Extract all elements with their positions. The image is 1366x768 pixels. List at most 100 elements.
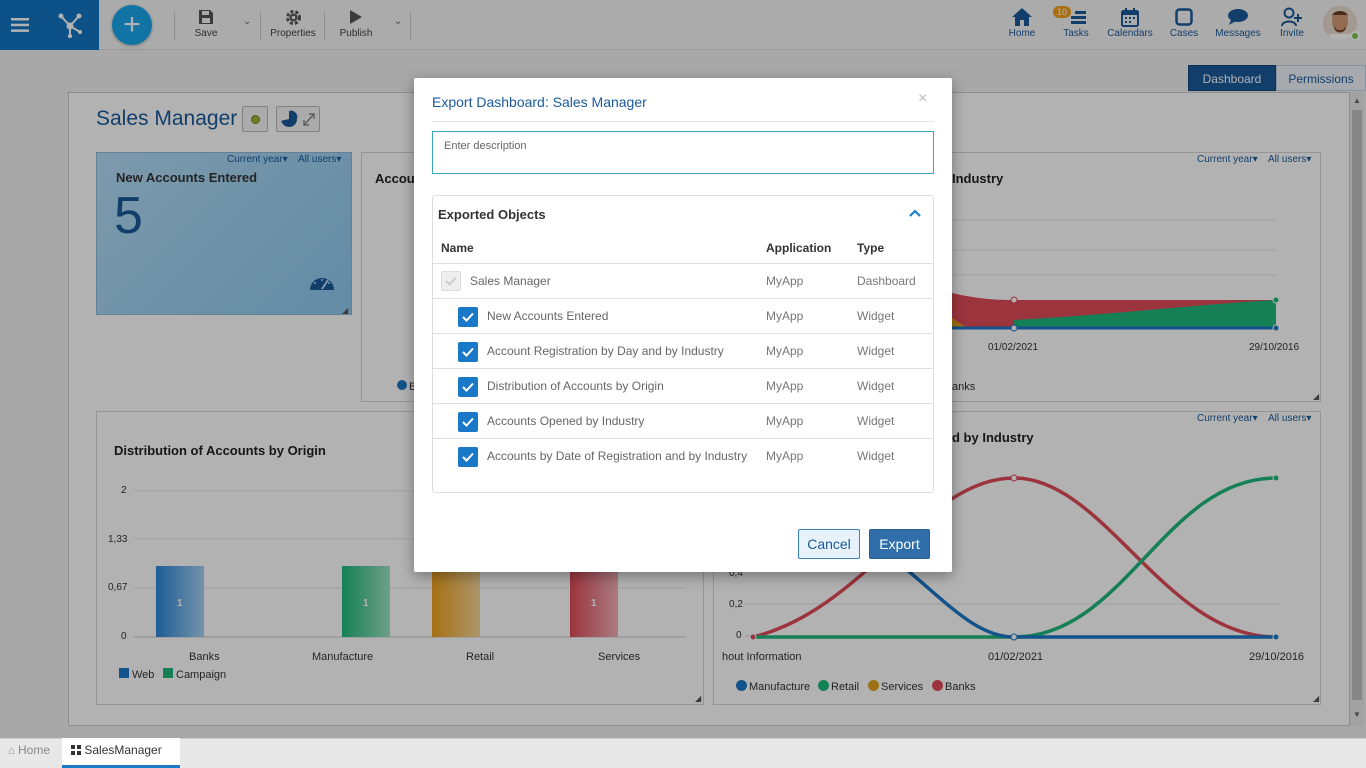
- pie-chart-expand-icon: [281, 110, 315, 127]
- nav-tasks-label: Tasks: [1063, 28, 1089, 39]
- save-button[interactable]: Save: [188, 6, 224, 39]
- line-chart: [745, 474, 1280, 641]
- save-icon: [188, 6, 224, 28]
- toolbar-divider: [324, 12, 325, 40]
- widget-type-button[interactable]: [276, 106, 320, 132]
- x-tick-label: 01/02/2021: [988, 342, 1039, 353]
- bar-banks: [156, 566, 204, 637]
- vertical-scrollbar[interactable]: ▲ ▼: [1350, 92, 1364, 726]
- row-application: MyApp: [766, 309, 804, 323]
- checkmark-icon: [462, 417, 474, 427]
- row-name: New Accounts Entered: [487, 309, 609, 323]
- table-row: Account Registration by Day and by Indus…: [433, 333, 933, 368]
- widget-new-accounts[interactable]: [96, 152, 352, 315]
- description-input[interactable]: [432, 131, 934, 174]
- column-header-name: Name: [441, 241, 474, 255]
- table-row: New Accounts Entered MyApp Widget: [433, 298, 933, 333]
- widget-title: d by Industry: [952, 430, 1034, 445]
- nav-cases[interactable]: Cases: [1167, 6, 1201, 39]
- checkmark-icon: [462, 312, 474, 322]
- bottom-tab-home[interactable]: ⌂ Home: [0, 738, 62, 768]
- publish-label: Publish: [339, 28, 373, 39]
- table-row: Distribution of Accounts by Origin MyApp…: [433, 368, 933, 403]
- row-type: Widget: [857, 309, 895, 323]
- chat-bubble-icon: [1214, 6, 1262, 28]
- save-dropdown-chevron-icon[interactable]: ⌄: [243, 16, 252, 27]
- filter-users[interactable]: All users▾: [298, 154, 342, 165]
- filter-period[interactable]: Current year▾: [1197, 413, 1258, 424]
- close-icon[interactable]: ×: [918, 90, 928, 107]
- x-tick-label: 29/10/2016: [1249, 651, 1305, 663]
- play-icon: [336, 6, 376, 28]
- app-logo-icon[interactable]: [40, 0, 99, 50]
- filter-period[interactable]: Current year▾: [227, 154, 288, 165]
- save-label: Save: [194, 28, 218, 39]
- legend-item: Campaign: [163, 668, 226, 681]
- checkmark-icon: [462, 347, 474, 357]
- publish-dropdown-chevron-icon[interactable]: ⌄: [394, 16, 403, 27]
- row-name: Distribution of Accounts by Origin: [487, 379, 664, 393]
- status-button[interactable]: [242, 106, 268, 132]
- collapse-chevron-up-icon[interactable]: [909, 206, 921, 220]
- row-application: MyApp: [766, 379, 804, 393]
- home-icon: [1003, 6, 1041, 28]
- x-tick-label: 29/10/2016: [1249, 342, 1300, 353]
- filter-period[interactable]: Current year▾: [1197, 154, 1258, 165]
- publish-button[interactable]: Publish: [336, 6, 376, 39]
- online-status-dot: [1350, 31, 1360, 41]
- tab-permissions[interactable]: Permissions: [1276, 65, 1366, 91]
- nav-invite-label: Invite: [1280, 28, 1304, 39]
- row-application: MyApp: [766, 449, 804, 463]
- bar-data-label: 1: [177, 598, 183, 609]
- invite-user-icon: [1276, 6, 1308, 28]
- nav-home[interactable]: Home: [1003, 6, 1041, 39]
- y-tick-label: 0: [736, 630, 742, 641]
- bottom-tab-salesmanager[interactable]: SalesManager ✖: [62, 738, 180, 768]
- speedometer-icon: [308, 270, 336, 295]
- legend-item: Banks: [932, 680, 976, 693]
- export-button[interactable]: Export: [869, 529, 930, 559]
- resize-handle-icon[interactable]: ◢: [695, 694, 702, 703]
- widget-title: Distribution of Accounts by Origin: [114, 443, 326, 458]
- resize-handle-icon[interactable]: ◢: [342, 306, 349, 315]
- widget-title: Industry: [952, 171, 1004, 186]
- table-row: Sales Manager MyApp Dashboard: [433, 263, 933, 298]
- x-tick-label: hout Information: [722, 651, 802, 663]
- legend-item: Manufacture: [736, 680, 810, 693]
- dashboard-title: Sales Manager: [96, 107, 238, 130]
- nav-tasks[interactable]: Tasks: [1058, 6, 1094, 39]
- row-checkbox[interactable]: [458, 412, 478, 432]
- row-type: Widget: [857, 344, 895, 358]
- resize-handle-icon[interactable]: ◢: [1313, 694, 1320, 703]
- hamburger-menu-icon[interactable]: [0, 0, 40, 50]
- tab-dashboard[interactable]: Dashboard: [1188, 65, 1276, 91]
- row-application: MyApp: [766, 344, 804, 358]
- row-checkbox[interactable]: [458, 307, 478, 327]
- row-type: Dashboard: [857, 274, 916, 288]
- widget-title: Accou: [375, 171, 415, 186]
- row-checkbox[interactable]: [458, 447, 478, 467]
- row-type: Widget: [857, 449, 895, 463]
- column-header-type: Type: [857, 241, 885, 255]
- dashboard-grid-icon: [71, 739, 81, 755]
- filter-users[interactable]: All users▾: [1268, 154, 1312, 165]
- cancel-button[interactable]: Cancel: [798, 529, 860, 559]
- x-category-label: Retail: [466, 651, 495, 663]
- row-checkbox[interactable]: [458, 342, 478, 362]
- row-checkbox[interactable]: [458, 377, 478, 397]
- resize-handle-icon[interactable]: ◢: [1313, 392, 1320, 401]
- nav-calendars[interactable]: Calendars: [1106, 6, 1154, 39]
- nav-messages[interactable]: Messages: [1214, 6, 1262, 39]
- calendar-icon: [1106, 6, 1154, 28]
- export-dashboard-dialog: Export Dashboard: Sales Manager × Export…: [414, 78, 952, 572]
- add-new-button[interactable]: +: [112, 5, 152, 45]
- checkmark-icon: [462, 452, 474, 462]
- properties-button[interactable]: Properties: [268, 6, 318, 39]
- nav-invite[interactable]: Invite: [1276, 6, 1308, 39]
- row-type: Widget: [857, 379, 895, 393]
- bottom-tab-bar: [0, 738, 1366, 768]
- toolbar-divider: [174, 12, 175, 40]
- row-application: MyApp: [766, 414, 804, 428]
- legend-item: anks: [952, 381, 976, 393]
- filter-users[interactable]: All users▾: [1268, 413, 1312, 424]
